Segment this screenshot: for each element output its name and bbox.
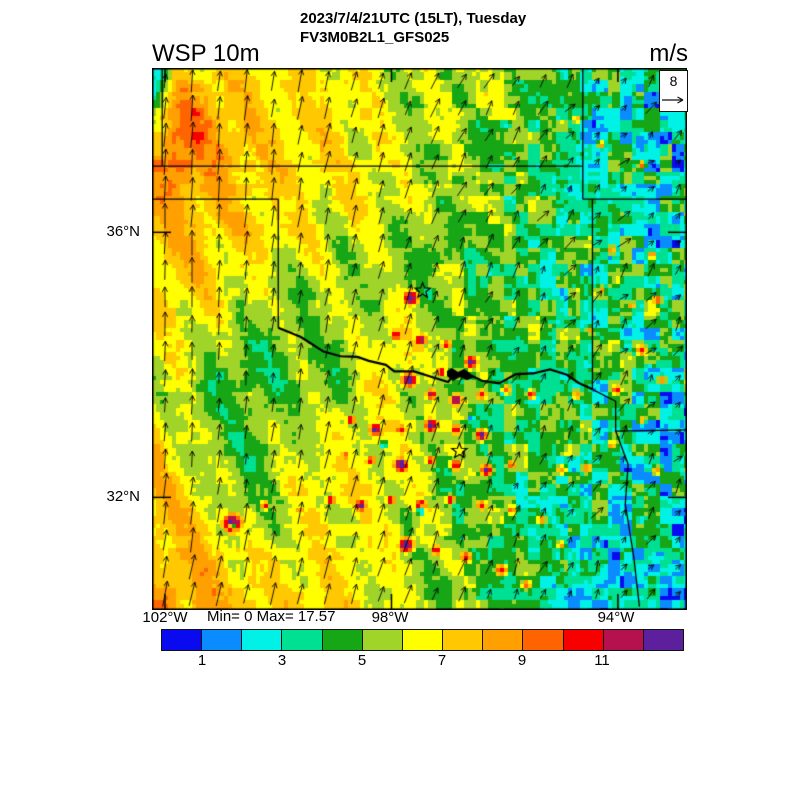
colorbar-segment xyxy=(443,630,484,650)
colorbar-segment xyxy=(202,630,243,650)
title-block: 2023/7/4/21UTC (15LT), Tuesday FV3M0B2L1… xyxy=(300,9,526,47)
model-subtitle: FV3M0B2L1_GFS025 xyxy=(300,29,450,46)
colorbar-tick-9: 9 xyxy=(517,652,527,669)
colorbar-segment xyxy=(523,630,564,650)
colorbar-tick-3: 3 xyxy=(277,652,287,669)
xtick-102w: 102°W xyxy=(142,609,188,626)
colorbar-tick-7: 7 xyxy=(437,652,447,669)
colorbar-segment xyxy=(322,630,363,650)
xtick-94w: 94°W xyxy=(597,609,635,626)
reference-arrow-value: 8 xyxy=(669,73,678,89)
colorbar-segment xyxy=(402,630,444,650)
colorbar-segment xyxy=(603,630,644,650)
colorbar-tick-11: 11 xyxy=(594,652,610,669)
colorbar-tick-5: 5 xyxy=(357,652,367,669)
colorbar-segment xyxy=(643,630,684,650)
colorbar xyxy=(161,629,684,651)
wind-speed-map-canvas xyxy=(152,68,687,610)
plot-title: 2023/7/4/21UTC (15LT), Tuesday xyxy=(300,10,527,27)
reference-wind-arrow-icon xyxy=(662,96,684,104)
ytick-32n: 32°N xyxy=(106,488,140,505)
ytick-36n: 36°N xyxy=(106,223,140,240)
colorbar-segment xyxy=(242,630,283,650)
colorbar-segment xyxy=(162,630,203,650)
colorbar-segment xyxy=(282,630,323,650)
reference-arrow-box: 8 xyxy=(659,70,688,112)
units-label: m/s xyxy=(649,40,688,67)
colorbar-tick-1: 1 xyxy=(197,652,207,669)
colorbar-segment xyxy=(483,630,524,650)
minmax-label: Min= 0 Max= 17.57 xyxy=(207,608,336,625)
xtick-98w: 98°W xyxy=(371,609,409,626)
variable-label: WSP 10m xyxy=(152,40,260,67)
colorbar-segment xyxy=(362,630,403,650)
colorbar-segment xyxy=(563,630,604,650)
